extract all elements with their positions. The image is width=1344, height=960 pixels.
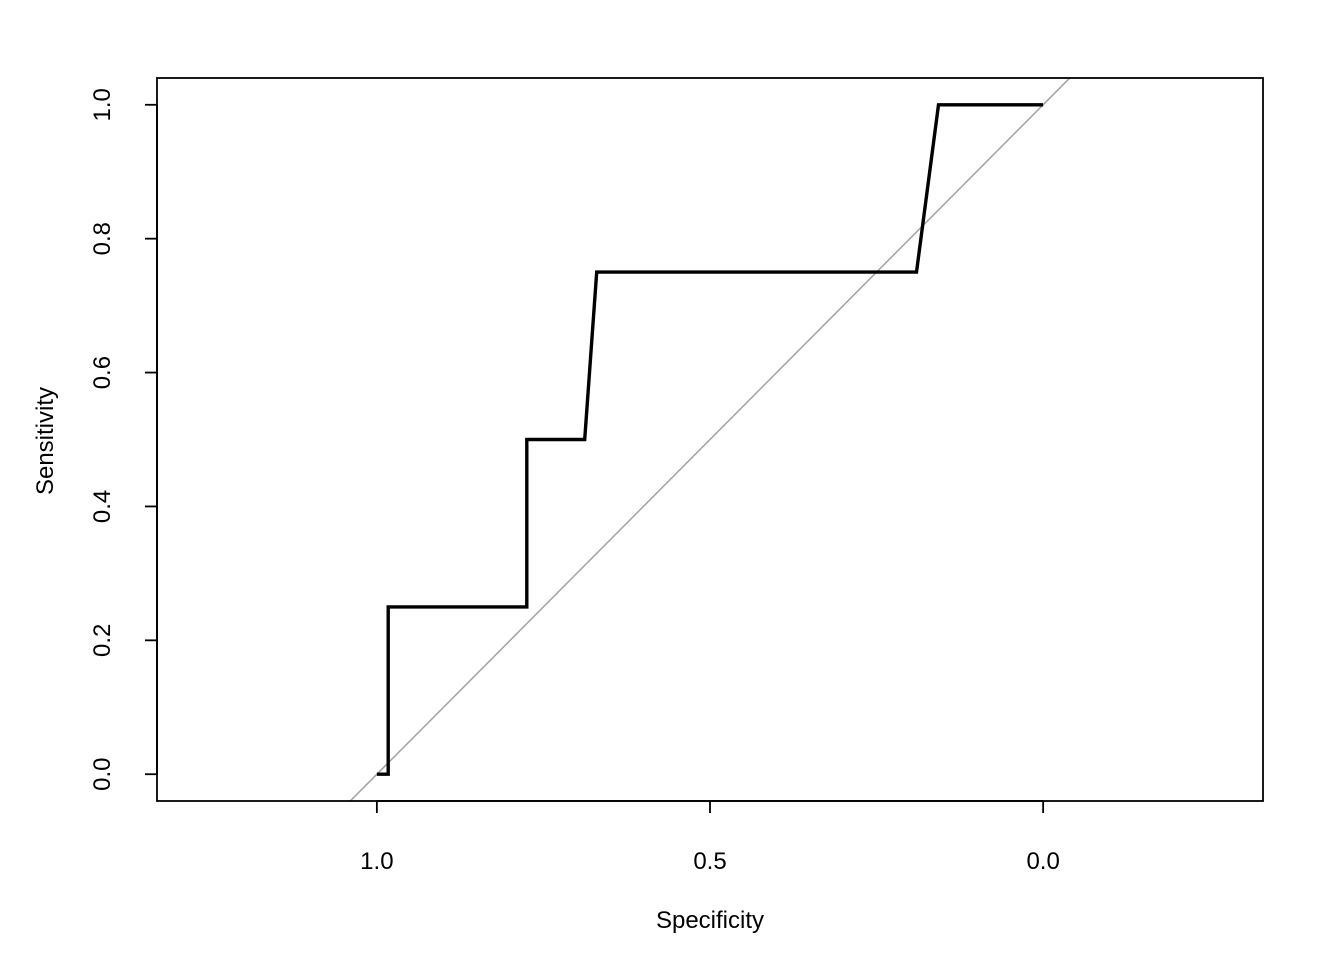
x-tick-label-1: 0.5 <box>693 848 726 875</box>
reference-diagonal-line <box>349 78 1071 801</box>
y-tick-label-4: 0.8 <box>89 222 116 255</box>
y-tick-label-5: 1.0 <box>89 88 116 121</box>
y-tick-label-1: 0.2 <box>89 624 116 657</box>
y-tick-label-0: 0.0 <box>89 758 116 791</box>
plot-layer <box>349 78 1071 801</box>
x-axis-title: Specificity <box>656 907 764 934</box>
y-tick-label-3: 0.6 <box>89 356 116 389</box>
x-tick-label-2: 0.0 <box>1026 848 1059 875</box>
y-tick-label-2: 0.4 <box>89 490 116 523</box>
axes-layer: 1.0 0.5 0.0 0.0 0.2 0.4 0.6 0.8 1.0 <box>89 77 1264 875</box>
roc-curve-line-1 <box>376 103 1044 776</box>
y-axis-title: Sensitivity <box>32 387 59 495</box>
x-tick-label-0: 1.0 <box>360 848 393 875</box>
